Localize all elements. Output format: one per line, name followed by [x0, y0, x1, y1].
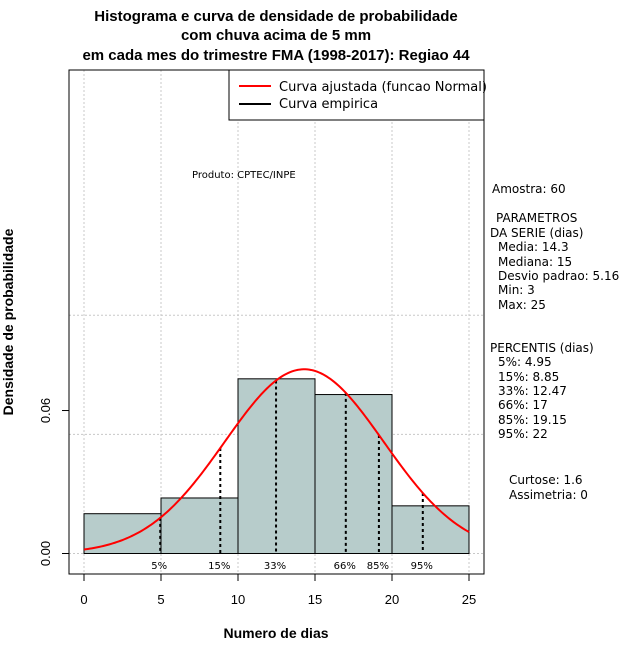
x-tick-label: 5: [157, 592, 164, 607]
sample-size: Amostra: 60: [492, 182, 566, 196]
assimetria: Assimetria: 0: [509, 488, 588, 502]
chart-title-line-2: com chuva acima de 5 mm: [181, 27, 371, 44]
y-axis: 0.00 0.06: [38, 398, 70, 566]
param-media: Media: 14.3: [498, 240, 569, 254]
pct-85: 85%: 19.15: [498, 413, 567, 427]
percentile-label: 66%: [334, 561, 356, 572]
pct-15: 15%: 8.85: [498, 370, 559, 384]
param-mediana: Mediana: 15: [498, 255, 572, 269]
percentis-title: PERCENTIS (dias): [490, 341, 594, 355]
x-axis-label: Numero de dias: [223, 625, 328, 641]
percentile-lines: [159, 380, 424, 554]
chart-title-line-1: Histograma e curva de densidade de proba…: [94, 8, 457, 25]
percentile-label: 5%: [151, 561, 167, 572]
x-axis: 0 5 10 15 20 25: [80, 573, 476, 607]
pct-66: 66%: 17: [498, 398, 548, 412]
percentile-labels: 5% 15% 33% 66% 85% 95%: [151, 561, 433, 572]
x-tick-label: 25: [462, 592, 476, 607]
percentile-label: 33%: [264, 561, 286, 572]
chart-title-line-3: em cada mes do trimestre FMA (1998-2017)…: [82, 47, 470, 64]
legend-box: [228, 69, 485, 121]
params-title-2: DA SERIE (dias): [490, 226, 583, 240]
histogram-bar: [391, 505, 470, 554]
params-title-1: PARAMETROS: [496, 211, 577, 225]
y-axis-label: Densidade de probabilidade: [0, 228, 16, 415]
percentile-label: 85%: [367, 561, 389, 572]
param-desvio: Desvio padrao: 5.16: [498, 269, 619, 283]
legend: Curva ajustada (funcao Normal) Curva emp…: [228, 69, 487, 121]
pct-95: 95%: 22: [498, 427, 548, 441]
histogram-bar: [160, 497, 239, 555]
percentile-label: 15%: [208, 561, 230, 572]
x-tick-label: 20: [385, 592, 399, 607]
pct-5: 5%: 4.95: [498, 355, 552, 369]
legend-label-normal: Curva ajustada (funcao Normal): [279, 80, 487, 95]
y-tick-label: 0.00: [38, 541, 53, 566]
param-max: Max: 25: [498, 298, 546, 312]
pct-33: 33%: 12.47: [498, 384, 567, 398]
product-label: Produto: CPTEC/INPE: [192, 170, 296, 181]
legend-label-empirical: Curva empirica: [279, 97, 378, 112]
param-min: Min: 3: [498, 283, 535, 297]
x-tick-label: 10: [231, 592, 245, 607]
histogram-bar: [314, 394, 393, 554]
side-panel: Amostra: 60 PARAMETROS DA SERIE (dias) M…: [490, 182, 619, 502]
x-tick-label: 0: [80, 592, 87, 607]
x-tick-label: 15: [308, 592, 322, 607]
normal-curve: [83, 368, 470, 551]
curtose: Curtose: 1.6: [509, 473, 583, 487]
y-tick-label: 0.06: [38, 398, 53, 423]
percentile-label: 95%: [411, 561, 433, 572]
